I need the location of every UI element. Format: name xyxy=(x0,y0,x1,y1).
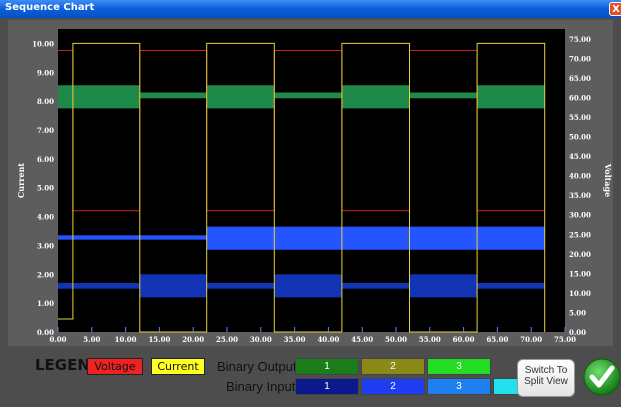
binary-input-band xyxy=(206,282,275,289)
x-tick-label: 75.00 xyxy=(554,335,576,344)
y-right-tick-label: 30.00 xyxy=(569,211,591,220)
y-left-tick-label: 6.00 xyxy=(37,155,54,164)
binary-input-band xyxy=(58,235,207,240)
x-tick-label: 35.00 xyxy=(284,335,306,344)
binary-outputs-label: Binary Outputs: xyxy=(217,359,307,374)
x-tick-label: 45.00 xyxy=(351,335,373,344)
ok-button[interactable] xyxy=(582,355,621,399)
y-right-tick-label: 55.00 xyxy=(569,113,591,122)
y-right-tick-label: 60.00 xyxy=(569,93,591,102)
binary-input-3: 3 xyxy=(427,378,491,395)
y-left-tick-label: 10.00 xyxy=(32,39,54,48)
binary-inputs-label: Binary Inputs: xyxy=(226,379,306,394)
y-left-tick-label: 7.00 xyxy=(37,126,54,135)
y-left-tick-label: 0.00 xyxy=(37,328,54,337)
close-button[interactable]: X xyxy=(609,2,621,16)
x-tick-label: 60.00 xyxy=(453,335,475,344)
x-tick-label: 50.00 xyxy=(385,335,407,344)
y-left-tick-label: 4.00 xyxy=(37,213,54,222)
y-left-tick-label: 2.00 xyxy=(37,270,54,279)
y-right-tick-label: 20.00 xyxy=(569,250,591,259)
series-line-current xyxy=(58,42,546,333)
x-tick-label: 10.00 xyxy=(115,335,137,344)
checkmark-icon xyxy=(583,358,621,396)
y-right-tick-label: 15.00 xyxy=(569,269,591,278)
binary-input-band xyxy=(58,282,140,289)
binary-input-band xyxy=(206,226,545,250)
x-tick-label: 15.00 xyxy=(148,335,170,344)
binary-input-band xyxy=(477,282,545,289)
binary-output-band xyxy=(58,85,140,109)
x-tick-label: 20.00 xyxy=(182,335,204,344)
binary-output-band xyxy=(139,92,207,99)
y-right-tick-label: 0.00 xyxy=(569,328,586,337)
y-right-tick-label: 65.00 xyxy=(569,74,591,83)
sequence-chart: 0.00 5.00 10.00 15.00 20.00 25.00 30.00 35.00 40… xyxy=(16,29,613,344)
binary-input-band xyxy=(274,274,342,298)
legend-voltage: Voltage xyxy=(87,358,143,375)
y-right-tick-label: 40.00 xyxy=(569,172,591,181)
binary-input-band xyxy=(409,274,478,298)
x-tick-label: 70.00 xyxy=(520,335,542,344)
title-bar: Sequence Chart X xyxy=(0,0,621,18)
y-left-tick-label: 5.00 xyxy=(37,184,54,193)
y-right-tick-label: 45.00 xyxy=(569,152,591,161)
binary-output-band xyxy=(206,85,275,109)
binary-output-2: 2 xyxy=(361,358,425,375)
y-right-tick-label: 35.00 xyxy=(569,191,591,200)
binary-output-band xyxy=(341,85,410,109)
y-left-tick-label: 9.00 xyxy=(37,68,54,77)
y-right-tick-label: 70.00 xyxy=(569,54,591,63)
binary-input-1: 1 xyxy=(295,378,359,395)
y-right-tick-label: 5.00 xyxy=(569,308,586,317)
y-left-tick-label: 8.00 xyxy=(37,97,54,106)
switch-to-split-view-button[interactable]: Switch To Split View xyxy=(517,359,575,397)
y-left-tick-label: 3.00 xyxy=(37,241,54,250)
binary-output-band xyxy=(274,92,342,99)
y-right-tick-label: 25.00 xyxy=(569,230,591,239)
x-tick-label: 25.00 xyxy=(216,335,238,344)
x-tick-label: 40.00 xyxy=(317,335,339,344)
binary-input-2: 2 xyxy=(361,378,425,395)
y-right-tick-label: 10.00 xyxy=(569,289,591,298)
chart-area: 0.00 5.00 10.00 15.00 20.00 25.00 30.00 35.00 40… xyxy=(8,20,613,346)
y-left-axis-label: Current xyxy=(16,163,26,199)
legend-current: Current xyxy=(151,358,205,375)
y-right-tick-label: 75.00 xyxy=(569,35,591,44)
y-right-axis-label: Voltage xyxy=(603,163,613,197)
x-tick-label: 30.00 xyxy=(250,335,272,344)
binary-output-band xyxy=(409,92,478,99)
window-title: Sequence Chart xyxy=(5,2,95,13)
binary-output-1: 1 xyxy=(295,358,359,375)
x-tick-label: 65.00 xyxy=(486,335,508,344)
binary-output-3: 3 xyxy=(427,358,491,375)
x-tick-label: 55.00 xyxy=(419,335,441,344)
binary-input-band xyxy=(139,274,207,298)
y-right-tick-label: 50.00 xyxy=(569,133,591,142)
binary-input-band xyxy=(341,282,410,289)
y-left-tick-label: 1.00 xyxy=(37,299,54,308)
x-tick-label: 5.00 xyxy=(83,335,100,344)
x-tick-label: 0.00 xyxy=(49,335,66,344)
binary-output-band xyxy=(477,85,545,109)
